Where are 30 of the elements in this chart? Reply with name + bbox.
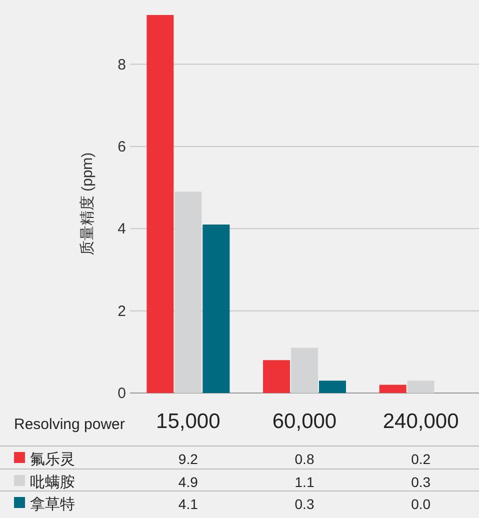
data-label: 0.8 (294, 451, 314, 467)
bar (407, 380, 434, 393)
x-axis-title: Resolving power (14, 416, 125, 433)
legend-label: 吡螨胺 (30, 474, 75, 491)
data-label: 0.0 (411, 496, 431, 512)
data-label: 4.9 (178, 474, 198, 490)
data-label: 4.1 (178, 496, 198, 512)
bar (319, 380, 346, 393)
data-label: 0.3 (411, 474, 431, 490)
data-label: 0.2 (411, 451, 431, 467)
bar (174, 192, 202, 393)
legend-label: 拿草特 (30, 496, 75, 513)
y-tick-label: 0 (118, 385, 126, 402)
legend-label: 氟乐灵 (30, 451, 75, 468)
x-tick-label: 240,000 (382, 410, 459, 433)
y-tick-label: 6 (118, 138, 126, 156)
data-label: 1.1 (294, 474, 314, 490)
y-tick-label: 8 (118, 56, 126, 74)
bar (379, 384, 406, 393)
y-tick-label: 4 (118, 220, 126, 238)
x-tick-label: 60,000 (272, 410, 337, 433)
bar (263, 360, 290, 393)
bar (202, 224, 230, 393)
x-tick-label: 15,000 (156, 410, 220, 433)
y-tick-label: 2 (118, 302, 126, 320)
data-label: 9.2 (178, 451, 198, 467)
bar (146, 15, 174, 393)
data-label: 0.3 (294, 496, 314, 512)
bar (291, 348, 318, 393)
y-axis-title: 质量精度 (ppm) (79, 152, 96, 256)
